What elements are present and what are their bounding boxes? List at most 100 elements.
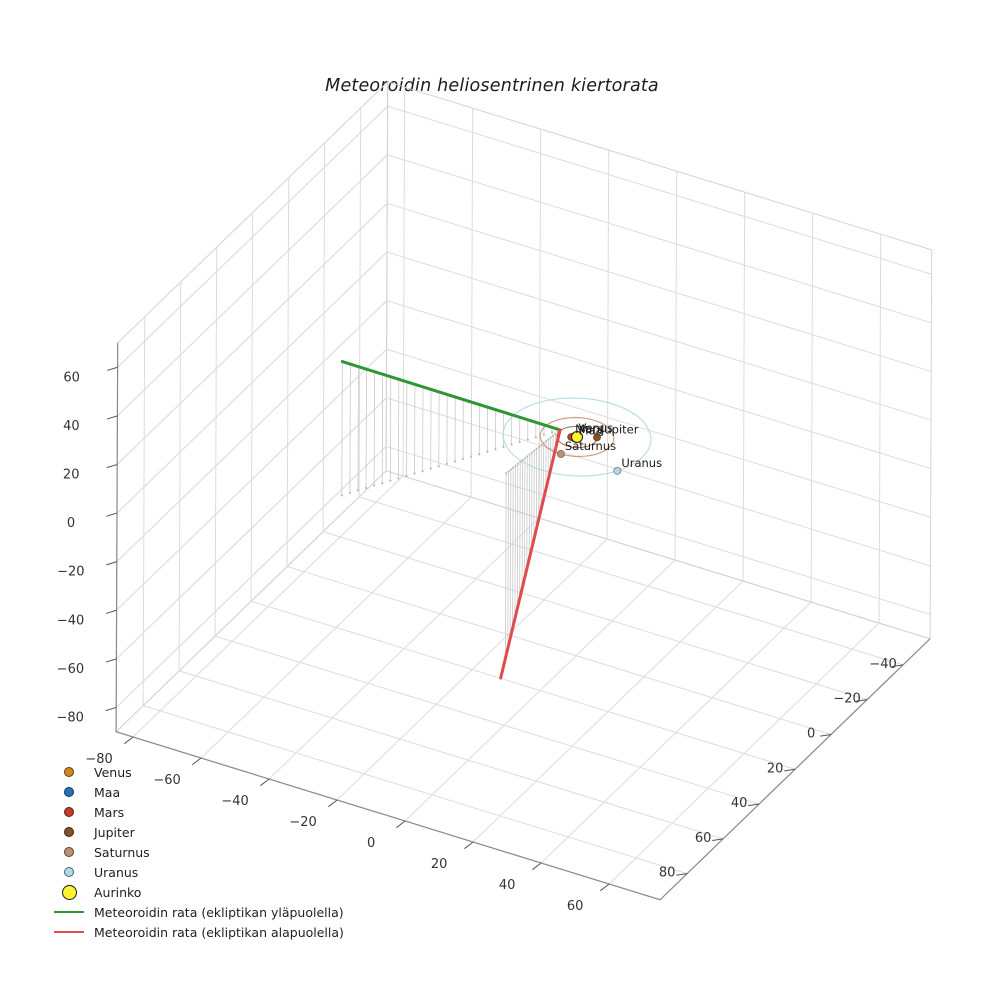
- ecliptic-trace-dot: [537, 445, 541, 448]
- grid-floor-y: [250, 600, 796, 770]
- chart-title: Meteoroidin heliosentrinen kiertorata: [325, 76, 659, 96]
- grid-floor-y: [178, 670, 724, 840]
- meteoroid-stem: [516, 463, 519, 609]
- grid-left-y: [286, 177, 290, 567]
- grid-left-y: [250, 212, 254, 602]
- ecliptic-trace-dot: [348, 491, 351, 494]
- grid-left-z: [116, 203, 388, 465]
- ecliptic-trace-dot: [554, 432, 557, 435]
- legend-item-saturnus: Saturnus: [50, 842, 344, 862]
- ecliptic-trace-dot: [542, 433, 546, 436]
- legend-item-rata-yla: Meteoroidin rata (ekliptikan yläpuolella…: [50, 902, 344, 922]
- legend-label-rata-ala: Meteoroidin rata (ekliptikan alapuolella…: [94, 924, 344, 940]
- legend-label-jupiter: Jupiter: [94, 824, 135, 840]
- meteoroid-stem: [514, 465, 516, 619]
- meteoroid-stem: [505, 473, 507, 659]
- ecliptic-trace-dot: [381, 482, 384, 485]
- grid-right-x: [674, 171, 678, 561]
- ecliptic-trace-dot: [551, 434, 555, 437]
- z-tick-mark: [105, 658, 117, 663]
- legend-label-saturnus: Saturnus: [94, 844, 150, 860]
- x-tick-mark: [532, 862, 542, 871]
- meteoroid-stem: [507, 471, 509, 649]
- y-tick-mark: [820, 733, 832, 737]
- grid-right-z: [386, 445, 931, 615]
- legend-line-swatch: [54, 911, 84, 913]
- grid-floor-y: [358, 496, 904, 666]
- y-tick-label: −20: [833, 692, 860, 707]
- y-tick-label: 80: [659, 866, 676, 881]
- ecliptic-trace-dot: [530, 451, 534, 454]
- z-tick-mark: [106, 366, 118, 371]
- y-tick-label: 40: [731, 796, 748, 811]
- grid-right-z: [386, 397, 931, 567]
- meteoroid-stem: [349, 364, 351, 493]
- y-tick-mark: [856, 699, 868, 702]
- grid-left-y: [142, 316, 146, 706]
- legend-label-venus: Venus: [94, 764, 132, 780]
- x-tick-mark: [464, 841, 474, 850]
- grid-left-z: [117, 154, 388, 417]
- grid-right-z: [387, 105, 932, 275]
- ecliptic-trace-dot: [389, 479, 392, 482]
- y-tick-mark: [676, 873, 688, 876]
- grid-left-z: [116, 251, 388, 514]
- y-tick-mark: [748, 803, 760, 807]
- legend-label-rata-yla: Meteoroidin rata (ekliptikan yläpuolella…: [94, 904, 344, 920]
- meteoroid-path-below: [499, 428, 562, 680]
- legend-item-maa: Maa: [50, 782, 344, 802]
- grid-right-x: [878, 234, 882, 624]
- grid-left-z: [115, 446, 387, 708]
- planet-label-mars: Mars: [575, 422, 603, 436]
- x-tick-mark: [396, 820, 406, 829]
- ecliptic-trace-dot: [547, 438, 550, 441]
- legend-item-venus: Venus: [50, 762, 344, 782]
- grid-right-x: [810, 213, 814, 603]
- grid-left-y: [214, 247, 218, 637]
- meteoroid-stem: [519, 461, 521, 599]
- orbit-uranus: [502, 397, 652, 477]
- ecliptic-trace-dot: [518, 440, 521, 444]
- ecliptic-trace-dot: [516, 462, 519, 465]
- grid-floor-y: [322, 531, 868, 701]
- z-tick-label: −40: [57, 613, 84, 628]
- grid-right-x: [606, 150, 610, 540]
- ecliptic-trace-dot: [535, 447, 538, 450]
- grid-right-x: [538, 129, 542, 519]
- x-tick-label: −60: [153, 773, 180, 788]
- x-tick-mark: [600, 883, 610, 892]
- z-tick-label: −20: [57, 565, 84, 580]
- x-tick-label: 40: [499, 878, 516, 893]
- ecliptic-trace-dot: [461, 457, 465, 461]
- legend-item-jupiter: Jupiter: [50, 822, 344, 842]
- sun-dot: [571, 431, 583, 443]
- ecliptic-trace-dot: [540, 443, 543, 447]
- y-tick-mark: [784, 768, 796, 772]
- x-tick-label: 0: [367, 836, 375, 851]
- ecliptic-trace-dot: [512, 466, 515, 469]
- z-tick-label: −60: [57, 662, 84, 677]
- legend-marker-icon: [64, 807, 74, 817]
- z-axis-spine: [115, 342, 119, 732]
- legend-marker-icon: [64, 847, 74, 857]
- ecliptic-trace-dot: [478, 453, 481, 456]
- legend-label-uranus: Uranus: [94, 864, 139, 880]
- legend-swatch-maa: [50, 787, 88, 797]
- legend-item-rata-ala: Meteoroidin rata (ekliptikan alapuolella…: [50, 922, 344, 942]
- grid-right-z: [386, 251, 932, 421]
- legend-item-mars: Mars: [50, 802, 344, 822]
- planet-dot-uranus: [613, 466, 622, 475]
- stem-layer: [340, 361, 562, 659]
- y-tick-label: 20: [767, 761, 784, 776]
- ecliptic-trace-dot: [340, 494, 343, 497]
- legend-swatch-venus: [50, 767, 88, 777]
- ecliptic-trace-dot: [523, 457, 527, 460]
- grid-right-z: [386, 348, 931, 518]
- orbit-saturnus: [539, 416, 615, 458]
- grid-right-z: [386, 300, 931, 470]
- legend-marker-icon: [61, 884, 77, 900]
- ecliptic-trace-dot: [373, 484, 376, 487]
- ecliptic-trace-dot: [534, 436, 537, 439]
- meteoroid-stem: [512, 467, 514, 629]
